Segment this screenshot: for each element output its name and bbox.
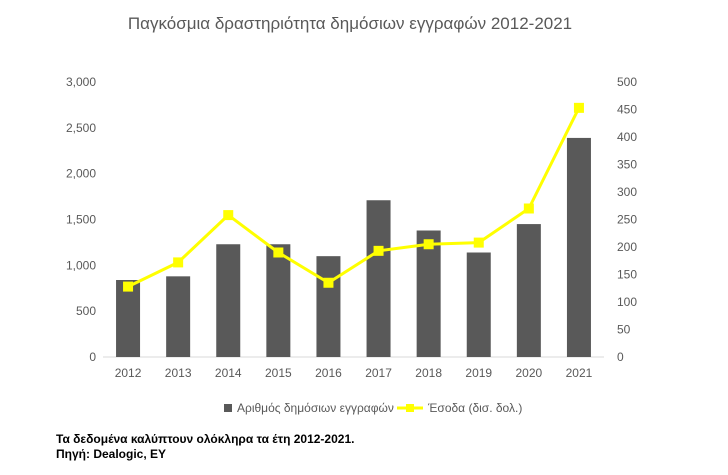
line-point (373, 245, 384, 256)
x-axis-tick-label: 2017 (365, 366, 392, 380)
source-note: Πηγή: Dealogic, EY (56, 447, 167, 461)
x-axis-tick-label: 2015 (265, 366, 292, 380)
bar (366, 200, 391, 357)
left-axis-tick-label: 2,000 (66, 167, 96, 181)
line-point (273, 247, 284, 258)
bar (516, 224, 541, 357)
right-axis-tick-label: 150 (617, 268, 637, 282)
bar (466, 252, 491, 357)
right-axis-tick-label: 200 (617, 240, 637, 254)
bar (266, 244, 291, 357)
bar (416, 230, 441, 357)
line-point (473, 237, 484, 248)
chart-notes: Τα δεδομένα καλύπτουν ολόκληρα τα έτη 20… (56, 432, 354, 462)
left-axis: 0 500 1,000 1,500 2,000 2,500 3,000 (66, 75, 96, 364)
right-axis-tick-label: 450 (617, 103, 637, 117)
x-axis-tick-label: 2019 (465, 366, 492, 380)
x-axis-tick-label: 2016 (315, 366, 342, 380)
left-axis-tick-label: 2,500 (66, 121, 96, 135)
x-axis-tick-label: 2013 (165, 366, 192, 380)
line-point (323, 277, 334, 288)
coverage-note: Τα δεδομένα καλύπτουν ολόκληρα τα έτη 20… (56, 432, 355, 446)
right-axis-tick-label: 0 (617, 350, 624, 364)
line-point (173, 257, 184, 268)
right-axis-tick-label: 250 (617, 213, 637, 227)
right-axis: 0 50 100 150 200 250 300 350 400 450 500 (617, 75, 637, 364)
left-axis-tick-label: 0 (89, 350, 96, 364)
bar (216, 244, 241, 357)
legend-marker-line (406, 404, 414, 412)
left-axis-tick-label: 3,000 (66, 75, 96, 89)
right-axis-tick-label: 500 (617, 75, 637, 89)
line-series (123, 102, 584, 292)
legend-label-bar: Αριθμός δημόσιων εγγραφών (237, 401, 394, 415)
right-axis-tick-label: 300 (617, 185, 637, 199)
x-axis-tick-label: 2018 (415, 366, 442, 380)
left-axis-tick-label: 1,000 (66, 258, 96, 272)
chart-title: Παγκόσμια δραστηριότητα δημόσιων εγγραφώ… (128, 14, 572, 33)
bar (316, 256, 341, 357)
bar (116, 280, 141, 357)
right-axis-tick-label: 400 (617, 130, 637, 144)
left-axis-tick-label: 500 (76, 304, 96, 318)
revenue-line (127, 107, 581, 288)
ipo-activity-chart: Παγκόσμια δραστηριότητα δημόσιων εγγραφώ… (66, 14, 637, 415)
right-axis-tick-label: 350 (617, 158, 637, 172)
left-axis-tick-label: 1,500 (66, 213, 96, 227)
legend-label-line: Έσοδα (δισ. δολ.) (427, 401, 522, 415)
bar (566, 137, 591, 357)
line-point (573, 102, 584, 113)
line-point (423, 239, 434, 250)
right-axis-tick-label: 50 (617, 323, 631, 337)
bar (166, 276, 191, 357)
line-point (523, 203, 534, 214)
bar-series (116, 137, 591, 357)
x-axis-tick-label: 2012 (115, 366, 142, 380)
legend: Αριθμός δημόσιων εγγραφών Έσοδα (δισ. δο… (224, 401, 522, 415)
x-axis: 2012 2013 2014 2015 2016 2017 2018 2019 2020 2021 (115, 366, 593, 380)
legend-swatch-bar (224, 404, 232, 412)
x-axis-tick-label: 2021 (566, 366, 593, 380)
right-axis-tick-label: 100 (617, 295, 637, 309)
line-point (123, 281, 134, 292)
x-axis-tick-label: 2020 (515, 366, 542, 380)
x-axis-tick-label: 2014 (215, 366, 242, 380)
line-point (223, 210, 234, 221)
